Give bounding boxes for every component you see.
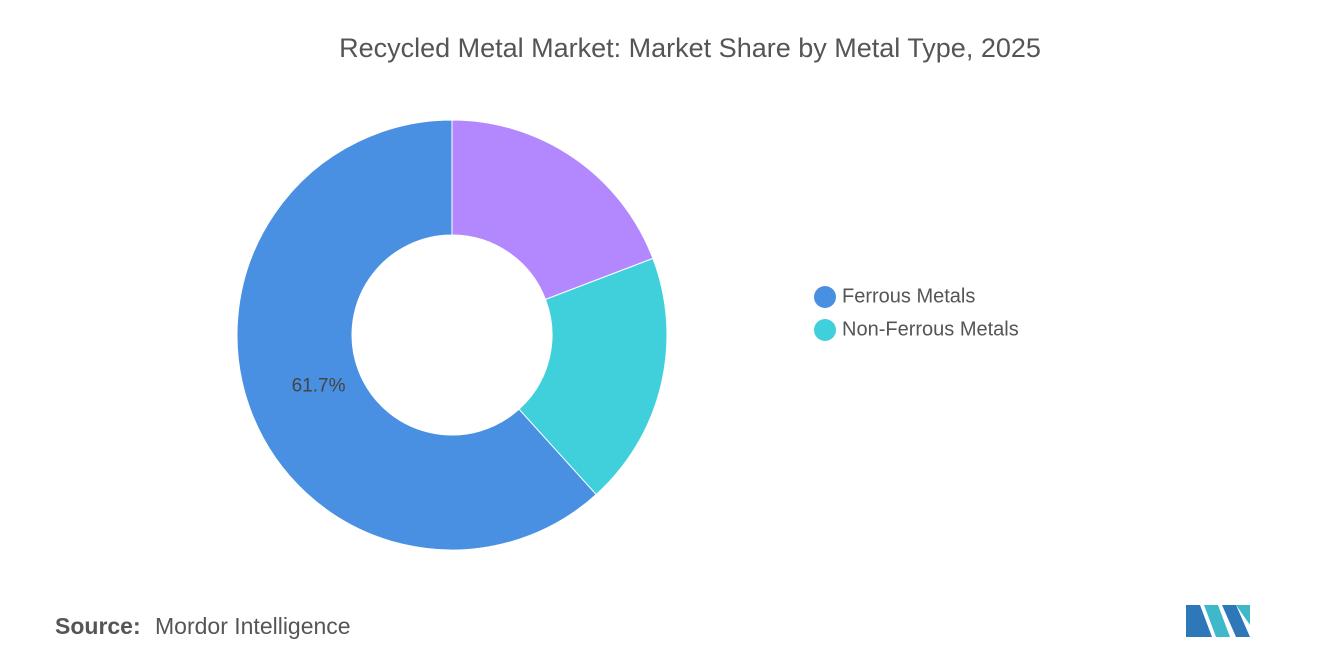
slice — [236, 119, 597, 551]
source-label: Source: — [55, 613, 141, 639]
legend-swatch — [814, 319, 836, 341]
value-label: 61.7% — [292, 375, 346, 396]
chart-title: Recycled Metal Market: Market Share by M… — [339, 33, 1041, 63]
slice — [518, 257, 668, 496]
legend-swatch — [814, 286, 836, 308]
logo-part — [1186, 605, 1212, 637]
source: Mordor Intelligence — [155, 613, 351, 639]
legend-label: Ferrous Metals — [842, 285, 975, 307]
logo-part — [1236, 605, 1250, 625]
logo-part — [1222, 605, 1250, 637]
slice — [451, 119, 654, 301]
legend-label: Non-Ferrous Metals — [842, 318, 1019, 340]
logo-part — [1204, 605, 1230, 637]
logo — [1186, 605, 1250, 637]
